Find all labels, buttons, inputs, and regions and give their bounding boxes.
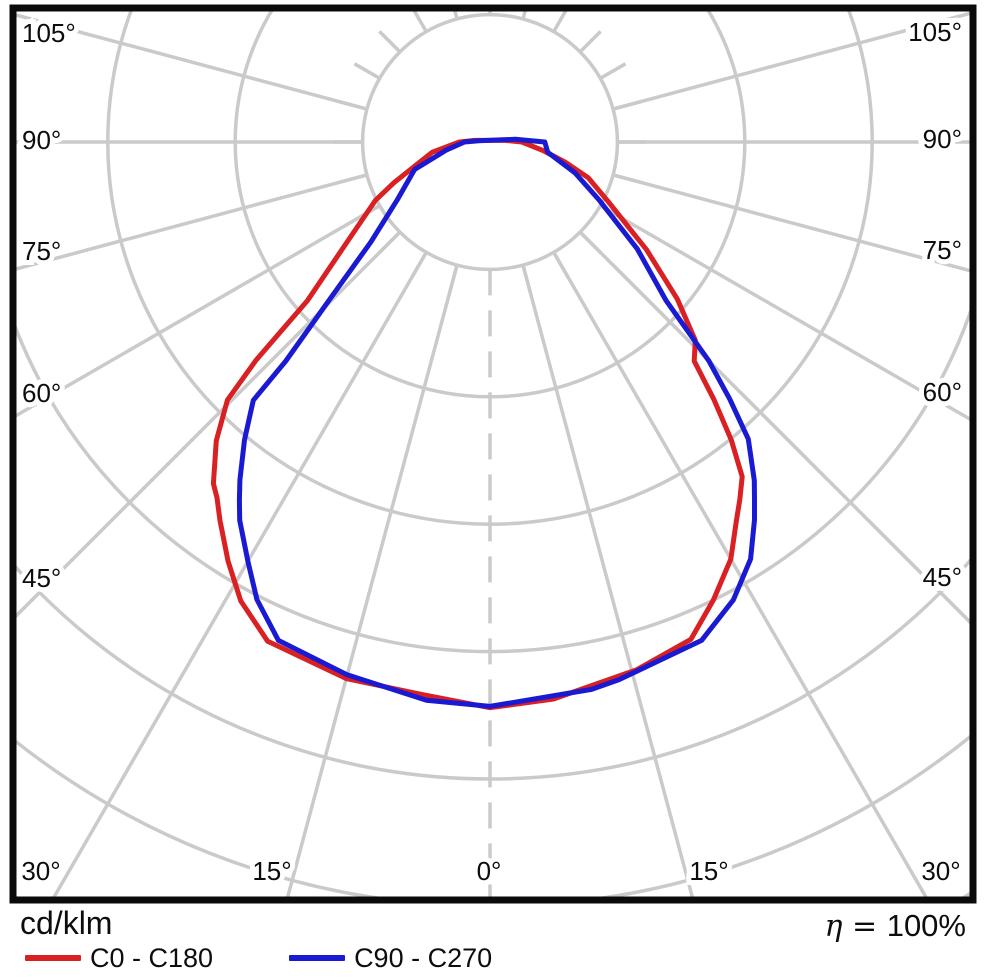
grid-spoke xyxy=(13,173,368,272)
unit-label: cd/klm xyxy=(20,905,113,941)
grid-tick xyxy=(578,30,602,54)
angle-label-bottom: 30° xyxy=(921,856,960,886)
grid-ring xyxy=(13,731,973,900)
curves xyxy=(210,136,757,711)
grid-spoke xyxy=(599,204,973,423)
angle-label-left: 75° xyxy=(22,236,61,266)
angle-label-left: 90° xyxy=(22,125,61,155)
angle-label-right: 90° xyxy=(923,124,962,154)
grid-tick xyxy=(378,30,402,54)
grid-ring xyxy=(233,8,747,399)
grid-tick xyxy=(521,8,528,20)
grid-spoke xyxy=(612,173,973,274)
grid-spoke xyxy=(285,264,459,900)
eta-value: 100% xyxy=(886,908,966,943)
angle-label-bottom: 0° xyxy=(477,856,502,886)
legend: C0 - C180 C90 - C270 xyxy=(25,943,492,974)
grid-spoke xyxy=(578,230,973,628)
grid-ring xyxy=(13,298,973,654)
curve-c90-c270 xyxy=(236,136,757,709)
legend-swatch-blue xyxy=(289,955,346,961)
legend-item-c90-c270: C90 - C270 xyxy=(289,943,492,974)
grid-tick xyxy=(599,62,627,80)
angle-label-left: 105° xyxy=(22,18,76,48)
grid-spoke xyxy=(13,230,402,622)
angle-label-right: 105° xyxy=(908,17,962,47)
angle-label-bottom: 30° xyxy=(21,856,60,886)
grid-spoke xyxy=(521,264,695,900)
legend-label-c0-c180: C0 - C180 xyxy=(90,942,214,973)
eta-symbol: η = xyxy=(824,909,887,944)
curve-c0-c180 xyxy=(210,137,745,711)
angle-labels: 105° 105° 90° 90° 75° 75° 60° 60° 45° 45° 30° 15° 0°… xyxy=(16,12,967,891)
grid-tick xyxy=(353,62,381,80)
legend-item-c0-c180: C0 - C180 xyxy=(25,943,213,974)
grid-spoke xyxy=(612,10,973,111)
angle-label-bottom: 15° xyxy=(689,856,728,886)
grid-spoke xyxy=(552,251,930,900)
angle-label-right: 45° xyxy=(923,562,962,592)
angle-label-right: 60° xyxy=(923,377,962,407)
legend-label-c90-c270: C90 - C270 xyxy=(354,942,493,973)
grid-spoke xyxy=(13,12,368,111)
grid-spoke xyxy=(50,251,428,900)
angle-label-left: 45° xyxy=(22,563,61,593)
grid-spoke xyxy=(13,204,381,420)
chart-frame xyxy=(9,4,977,904)
efficiency-label: η = 100% xyxy=(825,908,966,944)
legend-swatch-red xyxy=(25,955,81,961)
grid-tick xyxy=(452,8,459,20)
angle-label-left: 60° xyxy=(22,378,61,408)
grid-ring xyxy=(13,554,973,781)
angle-label-bottom: 15° xyxy=(252,856,291,886)
angle-label-right: 75° xyxy=(923,235,962,265)
